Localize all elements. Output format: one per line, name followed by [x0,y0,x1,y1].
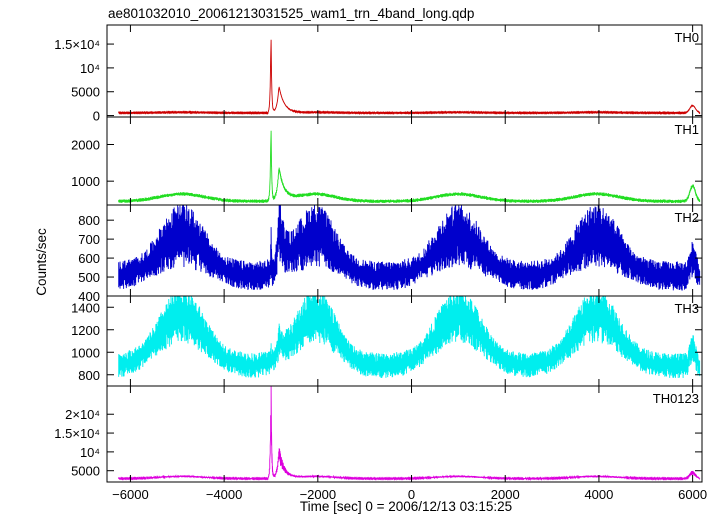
series-line-th0 [118,39,701,115]
y-tick-label: 400 [78,289,100,304]
panel-frame [106,24,703,118]
y-tick-label: 500 [78,270,100,285]
x-tick-label: 4000 [584,487,613,502]
x-tick-label: 6000 [678,487,707,502]
y-tick-label: 1000 [71,345,100,360]
y-tick-label: 1000 [71,174,100,189]
y-tick-label: 5000 [71,464,100,479]
panel-label-th0123: TH0123 [653,391,699,406]
y-tick-label: 5000 [71,85,100,100]
y-tick-label: 2000 [71,138,100,153]
series-line-th0123 [118,385,701,481]
y-tick-label: 10⁴ [80,445,100,460]
panel-label-th1: TH1 [674,122,699,137]
series-line-th2 [118,204,701,291]
y-tick-label: 800 [78,368,100,383]
panel-label-th2: TH2 [674,210,699,225]
y-tick-label: 800 [78,213,100,228]
x-axis-label: Time [sec] 0 = 2006/12/13 03:15:25 [300,499,512,514]
series-line-th3 [118,295,701,379]
series-line-th1 [118,130,701,204]
panel-label-th3: TH3 [674,301,699,316]
panel-frame [106,116,703,206]
panels-group: 0 5000 10⁴ 1.5×10⁴ TH0 1000 2000 TH1 400 500 600 70… [54,24,707,502]
panel-th1: 1000 2000 TH1 [71,116,703,206]
y-tick-label: 2×10⁴ [65,407,100,422]
panel-th2: 400 500 600 700 800 TH2 [78,204,703,304]
chart-title: ae801032010_20061213031525_wam1_trn_4ban… [108,6,474,21]
y-tick-label: 1200 [71,323,100,338]
y-tick-label: 600 [78,251,100,266]
panel-th0: 0 5000 10⁴ 1.5×10⁴ TH0 [54,24,703,124]
y-axis-label: Counts/sec [34,228,49,296]
y-tick-label: 700 [78,232,100,247]
x-tick-label: 2000 [491,487,520,502]
x-tick-label: −4000 [206,487,243,502]
y-tick-label: 1.5×10⁴ [54,37,100,52]
y-tick-label: 0 [93,109,100,124]
panel-label-th0: TH0 [674,30,699,45]
y-tick-label: 10⁴ [80,61,100,76]
x-tick-label: −2000 [300,487,337,502]
y-tick-label: 1.5×10⁴ [54,426,100,441]
panel-th0123: 5000 10⁴ 1.5×10⁴ 2×10⁴ TH0123 [54,385,703,483]
panel-frame [106,385,703,483]
x-tick-label: −6000 [112,487,149,502]
panel-th3: 800 1000 1200 1400 TH3 [71,295,703,387]
y-tick-label: 1400 [71,300,100,315]
x-tick-label: 0 [408,487,415,502]
